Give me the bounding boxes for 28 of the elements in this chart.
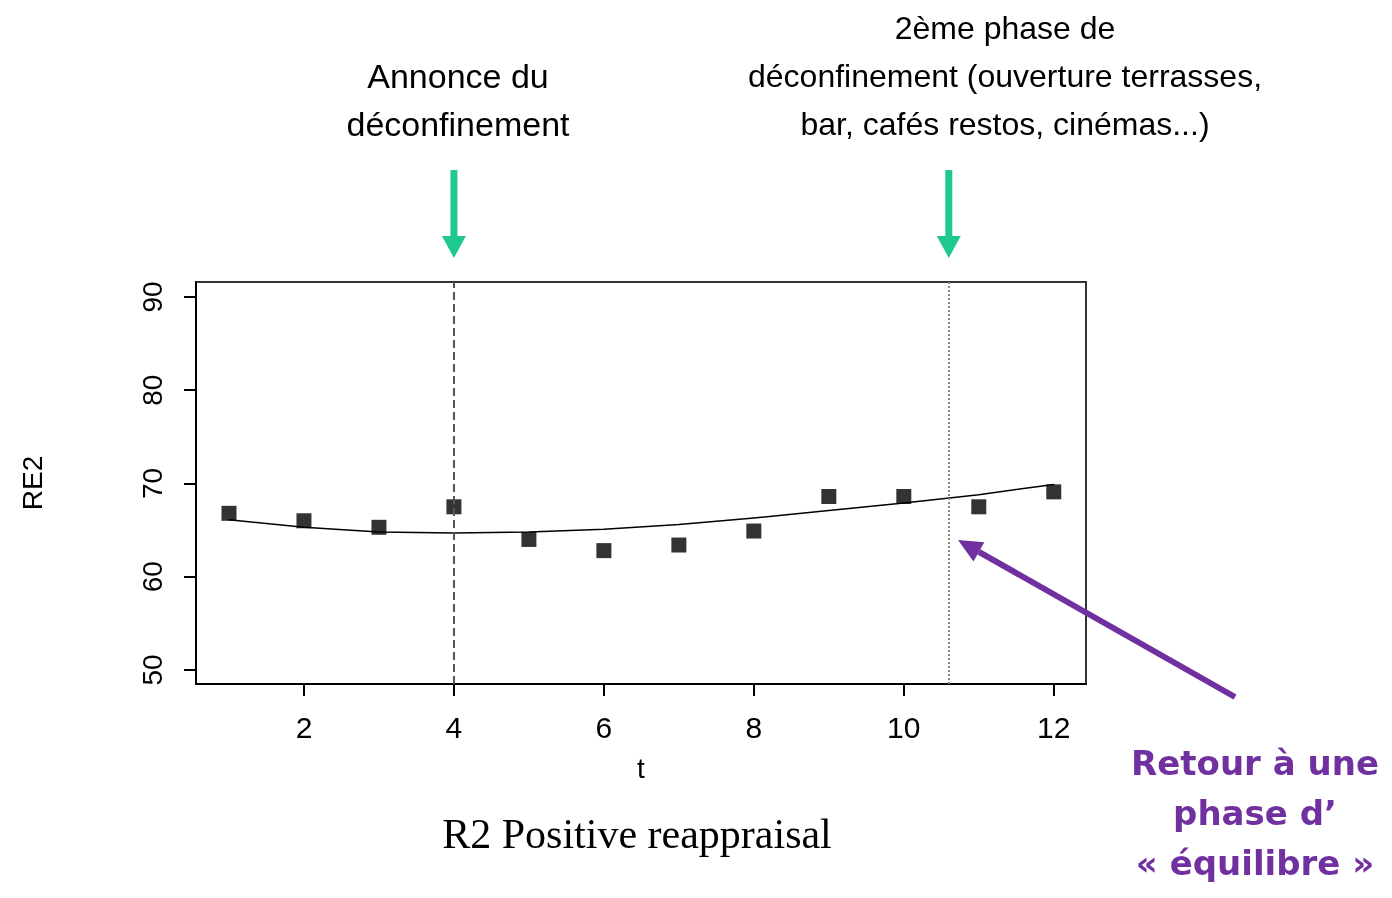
point [671, 537, 687, 553]
x-tick-label: 2 [295, 710, 313, 744]
x-tick-label: 4 [445, 710, 463, 744]
text: Annonce du déconfinement [346, 57, 571, 143]
y-tick-label: 80 [136, 374, 168, 406]
point [971, 499, 987, 515]
point [896, 489, 912, 505]
y-tick-label: 90 [136, 281, 168, 313]
text: Retour à une phase d’ « équilibre » [1131, 743, 1379, 883]
y-tick-label: 60 [136, 561, 168, 593]
x-tick-label: 6 [595, 710, 613, 744]
point [221, 505, 237, 521]
text: 2ème phase de déconfinement (ouverture terrasses, bar, cafés restos, cinémas...) [747, 10, 1263, 142]
y-tick-label: 70 [136, 467, 168, 500]
point [596, 543, 612, 559]
y-tick-label: 50 [136, 654, 168, 686]
point [1046, 484, 1062, 500]
y-axis-title: RE2 [16, 455, 48, 511]
x-tick-label: 10 [887, 710, 921, 744]
point [821, 489, 837, 505]
point [521, 531, 537, 547]
point [446, 499, 462, 515]
point [296, 513, 312, 529]
x-tick-label: 12 [1037, 710, 1071, 744]
point [746, 523, 762, 539]
x-axis-title: t [637, 752, 646, 784]
x-tick-label: 8 [745, 710, 763, 744]
text: R2 Positive reappraisal [442, 811, 832, 857]
